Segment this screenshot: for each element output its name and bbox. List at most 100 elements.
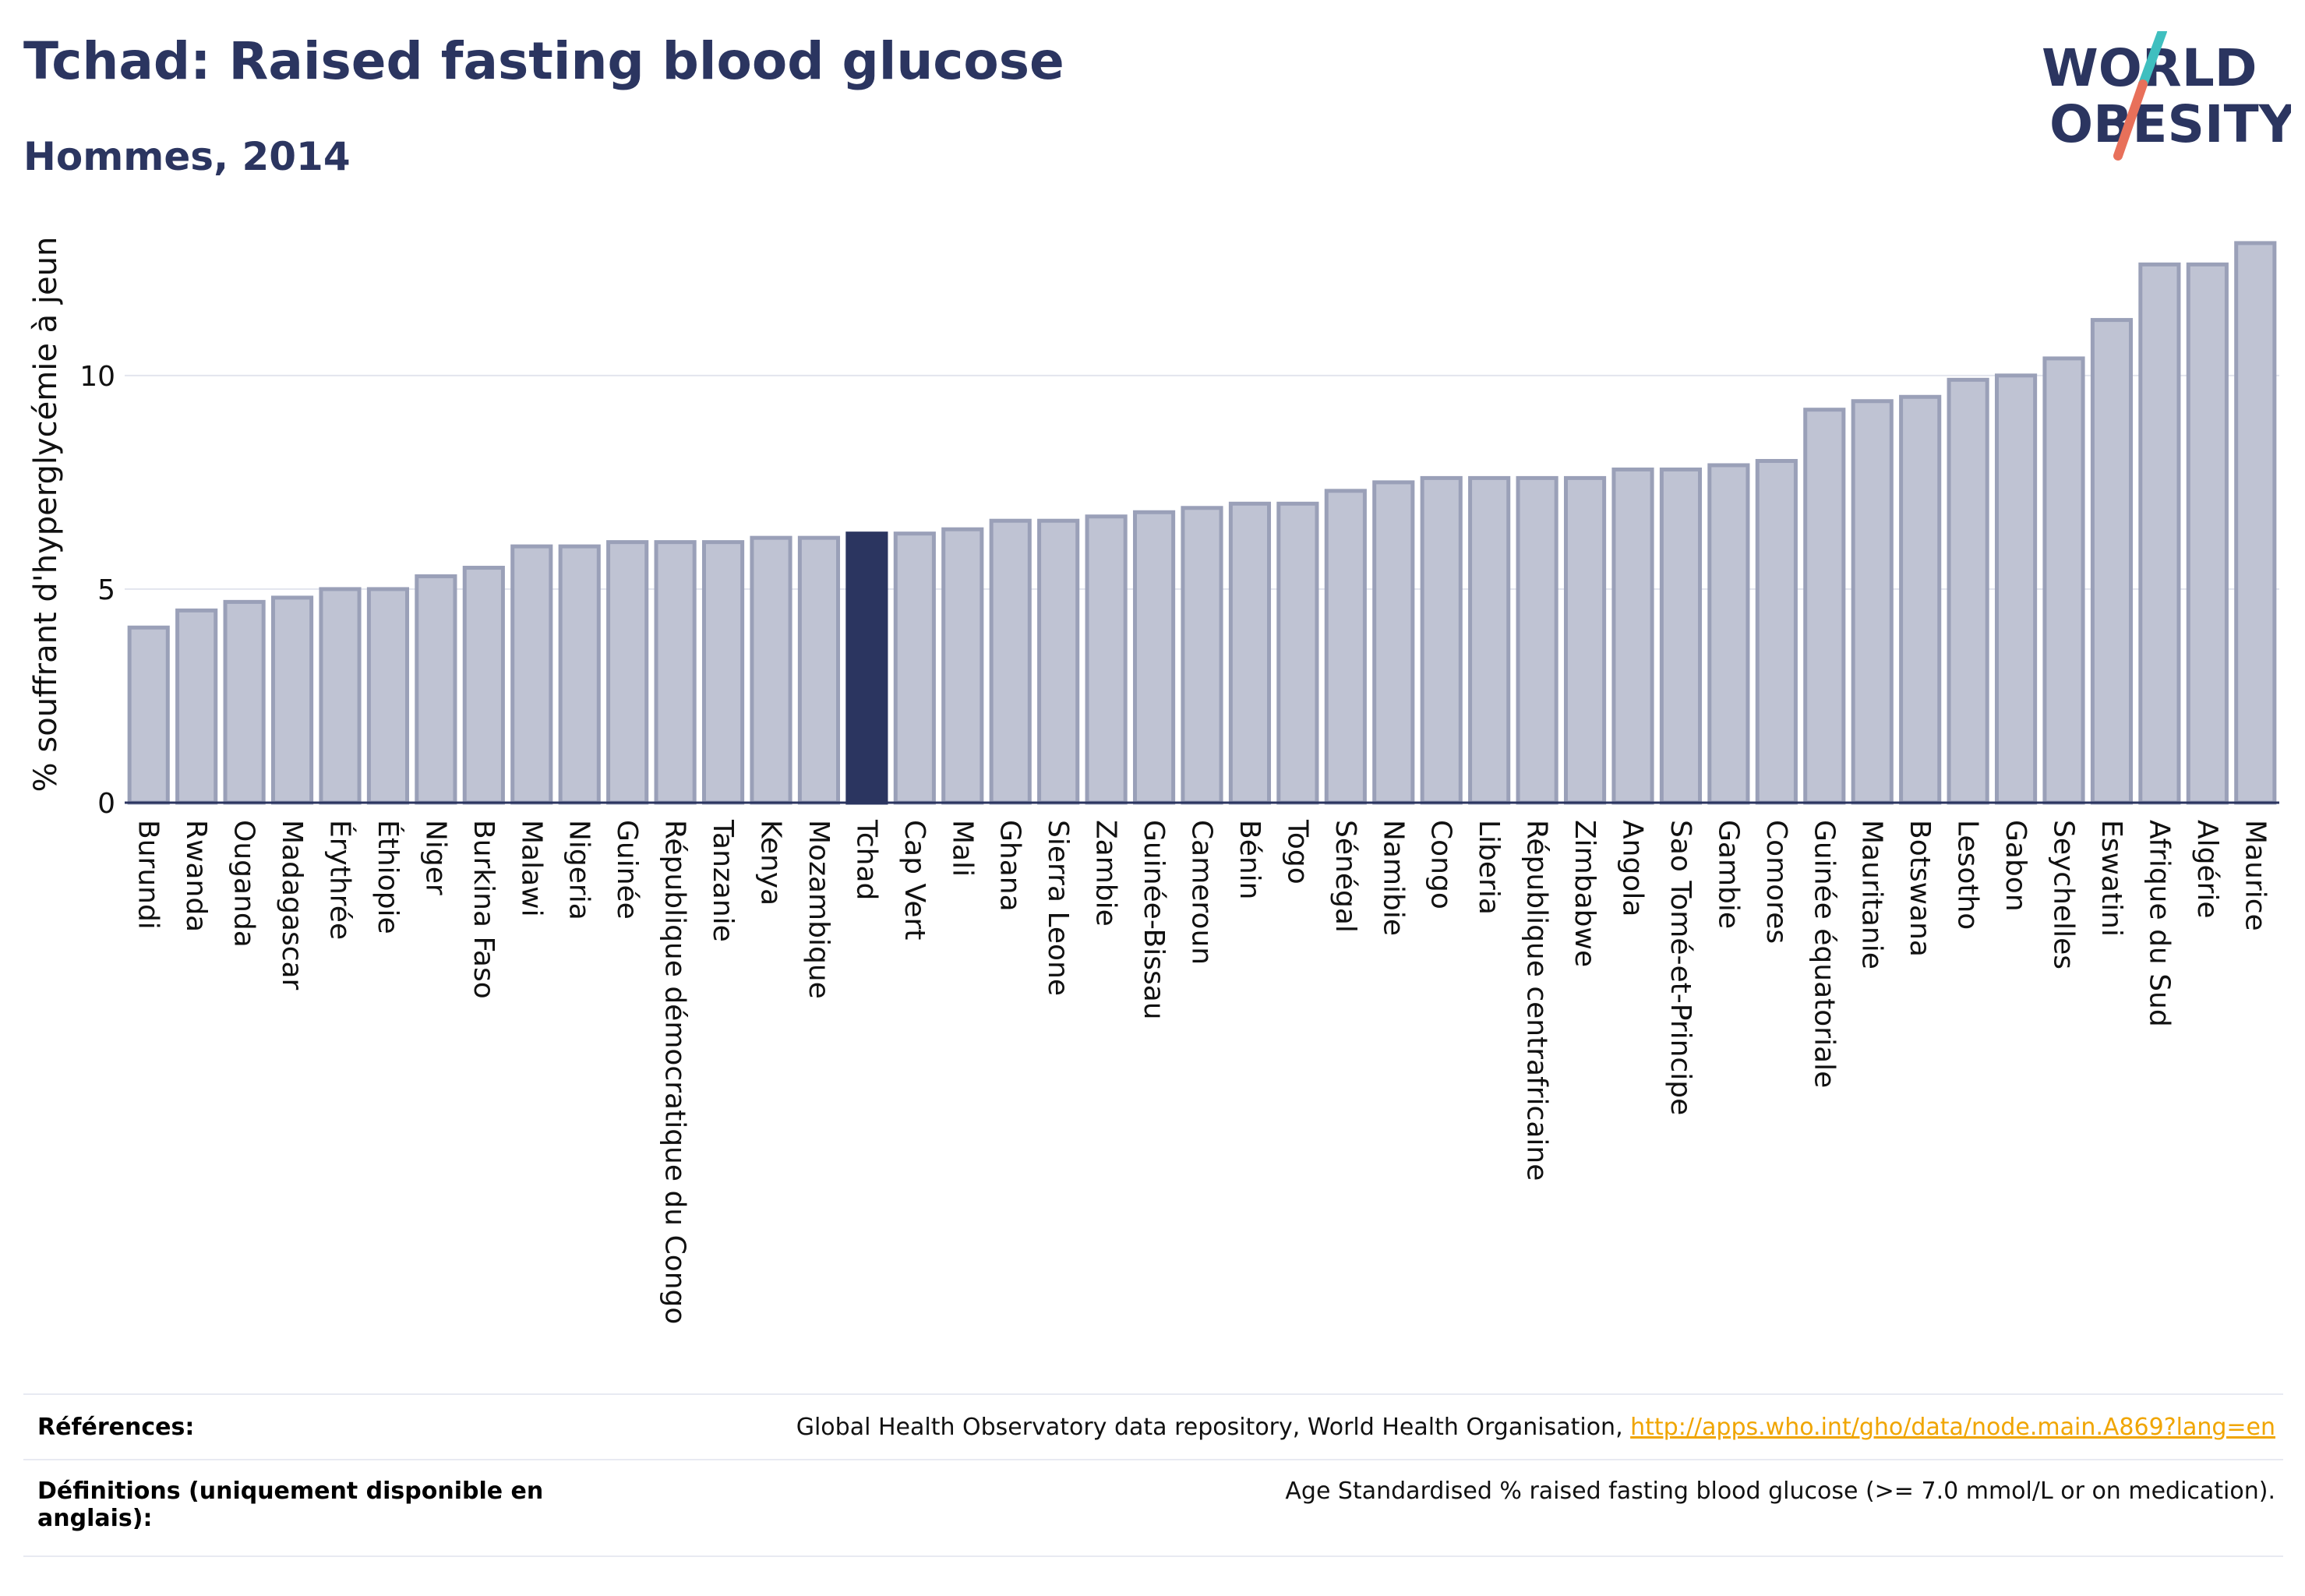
x-tick-label: Namibie <box>1377 820 1409 936</box>
x-tick-label: Congo <box>1425 820 1457 909</box>
definitions-row: Définitions (uniquement disponible en an… <box>23 1478 2283 1555</box>
footer-bottom-rule <box>23 1555 2283 1557</box>
bar-r-publique-centrafricaine[interactable] <box>1516 475 1558 805</box>
x-tick-label: Sénégal <box>1329 820 1361 933</box>
x-tick-label: Éthiopie <box>372 820 404 934</box>
bar-malawi[interactable] <box>510 544 553 805</box>
bar-s-n-gal[interactable] <box>1324 489 1367 805</box>
x-tick-label: Algérie <box>2191 820 2223 919</box>
footer-middle-rule <box>23 1459 2283 1460</box>
bar-seychelles[interactable] <box>2042 356 2085 805</box>
bar-sierra-leone[interactable] <box>1037 518 1080 805</box>
references-link[interactable]: http://apps.who.int/gho/data/node.main.A… <box>1630 1414 2275 1441</box>
bar-maurice[interactable] <box>2234 241 2277 805</box>
bar--rythr-e[interactable] <box>319 587 362 805</box>
definitions-label-line1: Définitions (uniquement disponible en <box>37 1478 544 1505</box>
x-tick-label: Niger <box>419 820 451 895</box>
x-tick-label: Mali <box>946 820 978 877</box>
x-tick-label: Ghana <box>994 820 1026 912</box>
x-tick-label: Kenya <box>755 820 787 906</box>
bar-zimbabwe[interactable] <box>1563 475 1607 805</box>
x-tick-label: Gabon <box>2000 820 2031 912</box>
bar-afrique-du-sud[interactable] <box>2138 262 2181 805</box>
bar-mozambique[interactable] <box>797 535 841 805</box>
bar-mauritanie[interactable] <box>1851 399 1894 805</box>
label-layer: Burundi Rwanda Ouganda Madagascar Érythrée Ét… <box>132 819 2271 1324</box>
bar-burundi[interactable] <box>127 625 170 805</box>
x-tick-label: Mozambique <box>803 820 835 999</box>
y-tick-label: 0 <box>97 788 115 820</box>
bar-chart: 0 5 10 Burundi Rwanda Ouganda Madagascar Éryth… <box>28 237 2279 1324</box>
x-tick-label: Liberia <box>1473 820 1505 915</box>
logo-word-obesity: OBESITY <box>2049 94 2291 154</box>
x-tick-label: Guinée équatoriale <box>1808 820 1840 1088</box>
bar-burkina-faso[interactable] <box>462 566 505 805</box>
world-obesity-logo: WORLD OBESITY <box>2042 31 2291 161</box>
x-tick-label: Nigeria <box>563 820 595 920</box>
bar-guin-e-bissau[interactable] <box>1132 510 1176 805</box>
x-tick-label: Bénin <box>1234 820 1265 899</box>
x-tick-label: Zimbabwe <box>1569 820 1601 967</box>
logo-slash-coral <box>2113 79 2148 161</box>
x-tick-label: Cap Vert <box>898 820 930 940</box>
x-tick-label: Madagascar <box>276 820 308 990</box>
definitions-label: Définitions (uniquement disponible en an… <box>37 1478 543 1532</box>
bar-ouganda[interactable] <box>223 599 266 805</box>
x-tick-label: Malawi <box>515 820 547 917</box>
footer-top-rule <box>23 1393 2283 1395</box>
x-tick-label: Burkina Faso <box>468 820 499 999</box>
bar-nigeria[interactable] <box>558 544 601 805</box>
x-tick-label: Angola <box>1617 820 1649 916</box>
x-tick-label: Guinée <box>611 820 643 920</box>
bar-comores[interactable] <box>1755 458 1798 805</box>
bar-mali[interactable] <box>941 527 984 805</box>
x-tick-label: Tanzanie <box>707 819 739 942</box>
bar-guin-e[interactable] <box>606 540 649 805</box>
x-tick-label: Lesotho <box>1952 820 1984 930</box>
bar-zambie[interactable] <box>1085 514 1128 805</box>
bar-gabon[interactable] <box>1994 373 2038 805</box>
axis-layer: 0 5 10 <box>79 361 2279 820</box>
bar-madagascar[interactable] <box>270 595 314 805</box>
bar-tanzanie[interactable] <box>701 540 745 805</box>
bar-cameroun[interactable] <box>1181 506 1223 805</box>
x-tick-label: Zambie <box>1090 820 1122 927</box>
x-tick-label: Ouganda <box>228 820 260 948</box>
definitions-text: Age Standardised % raised fasting blood … <box>1285 1478 2275 1505</box>
bar-alg-rie[interactable] <box>2186 262 2229 805</box>
x-tick-label: Sierra Leone <box>1042 820 1074 996</box>
x-tick-label: Tchad <box>850 819 882 900</box>
bar-gambie[interactable] <box>1707 463 1750 805</box>
bar-eswatini[interactable] <box>2090 318 2134 805</box>
y-axis-label: % souffrant d'hyperglycémie à jeun <box>28 237 64 793</box>
bar-cap-vert[interactable] <box>893 531 936 805</box>
bar-b-nin[interactable] <box>1228 501 1272 805</box>
x-tick-label: Guinée-Bissau <box>1138 820 1170 1020</box>
x-tick-label: Togo <box>1281 819 1313 885</box>
x-tick-label: Mauritanie <box>1856 820 1888 969</box>
page-subtitle: Hommes, 2014 <box>23 134 351 179</box>
bar-ghana[interactable] <box>989 518 1032 805</box>
x-tick-label: Cameroun <box>1186 820 1218 965</box>
bar-congo[interactable] <box>1420 475 1463 805</box>
references-row: Références: Global Health Observatory da… <box>23 1414 2283 1457</box>
bar-rwanda[interactable] <box>175 608 218 805</box>
bar-guin-e-quatoriale[interactable] <box>1803 408 1846 805</box>
bar-sao-tom-et-principe[interactable] <box>1659 467 1703 805</box>
references-text: Global Health Observatory data repositor… <box>796 1414 2275 1441</box>
bar-namibie[interactable] <box>1372 480 1415 805</box>
bar-botswana[interactable] <box>1899 394 1942 805</box>
bar--thiopie[interactable] <box>366 587 410 805</box>
bar-liberia[interactable] <box>1468 475 1511 805</box>
x-tick-label: Burundi <box>132 820 164 930</box>
bar-angola[interactable] <box>1611 467 1654 805</box>
bar-r-publique-d-mocratique-du-congo[interactable] <box>654 540 697 805</box>
bar-tchad[interactable] <box>845 531 888 805</box>
bar-togo[interactable] <box>1276 501 1319 805</box>
x-tick-label: République centrafricaine <box>1521 820 1553 1181</box>
bar-niger[interactable] <box>415 574 457 805</box>
bar-lesotho[interactable] <box>1947 377 1989 805</box>
bar-kenya[interactable] <box>750 535 792 805</box>
y-tick-label: 10 <box>79 361 115 393</box>
definitions-label-line2: anglais): <box>37 1505 153 1532</box>
